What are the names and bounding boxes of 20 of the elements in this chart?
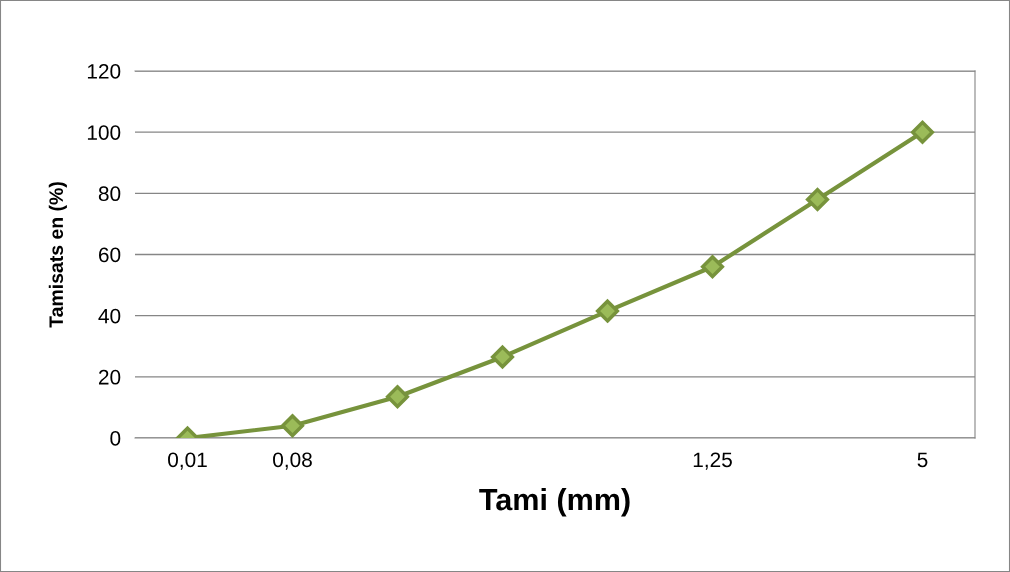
x-tick-label: 0,01 <box>168 452 207 470</box>
x-tick-label: 5 <box>917 452 928 468</box>
x-tick-label: 0,08 <box>273 452 312 470</box>
point <box>910 120 935 144</box>
y-tick-label: 20 <box>98 369 121 385</box>
y-tick-label: 100 <box>87 125 121 140</box>
x-axis-title: Tami (mm) <box>479 487 630 517</box>
x-tick-label: 1,25 <box>693 452 732 470</box>
y-tick-label: 60 <box>99 247 121 263</box>
point <box>805 187 830 212</box>
y-tick-label: 0 <box>110 431 121 446</box>
y-tick-label: 120 <box>87 64 121 79</box>
point <box>595 299 620 323</box>
point <box>490 345 515 369</box>
y-axis-title: Tamisats en (%) <box>48 182 67 328</box>
y-tick-label: 40 <box>98 308 121 324</box>
y-tick-label: 80 <box>98 186 121 202</box>
point <box>385 385 410 409</box>
point <box>700 255 725 279</box>
point <box>280 414 305 438</box>
